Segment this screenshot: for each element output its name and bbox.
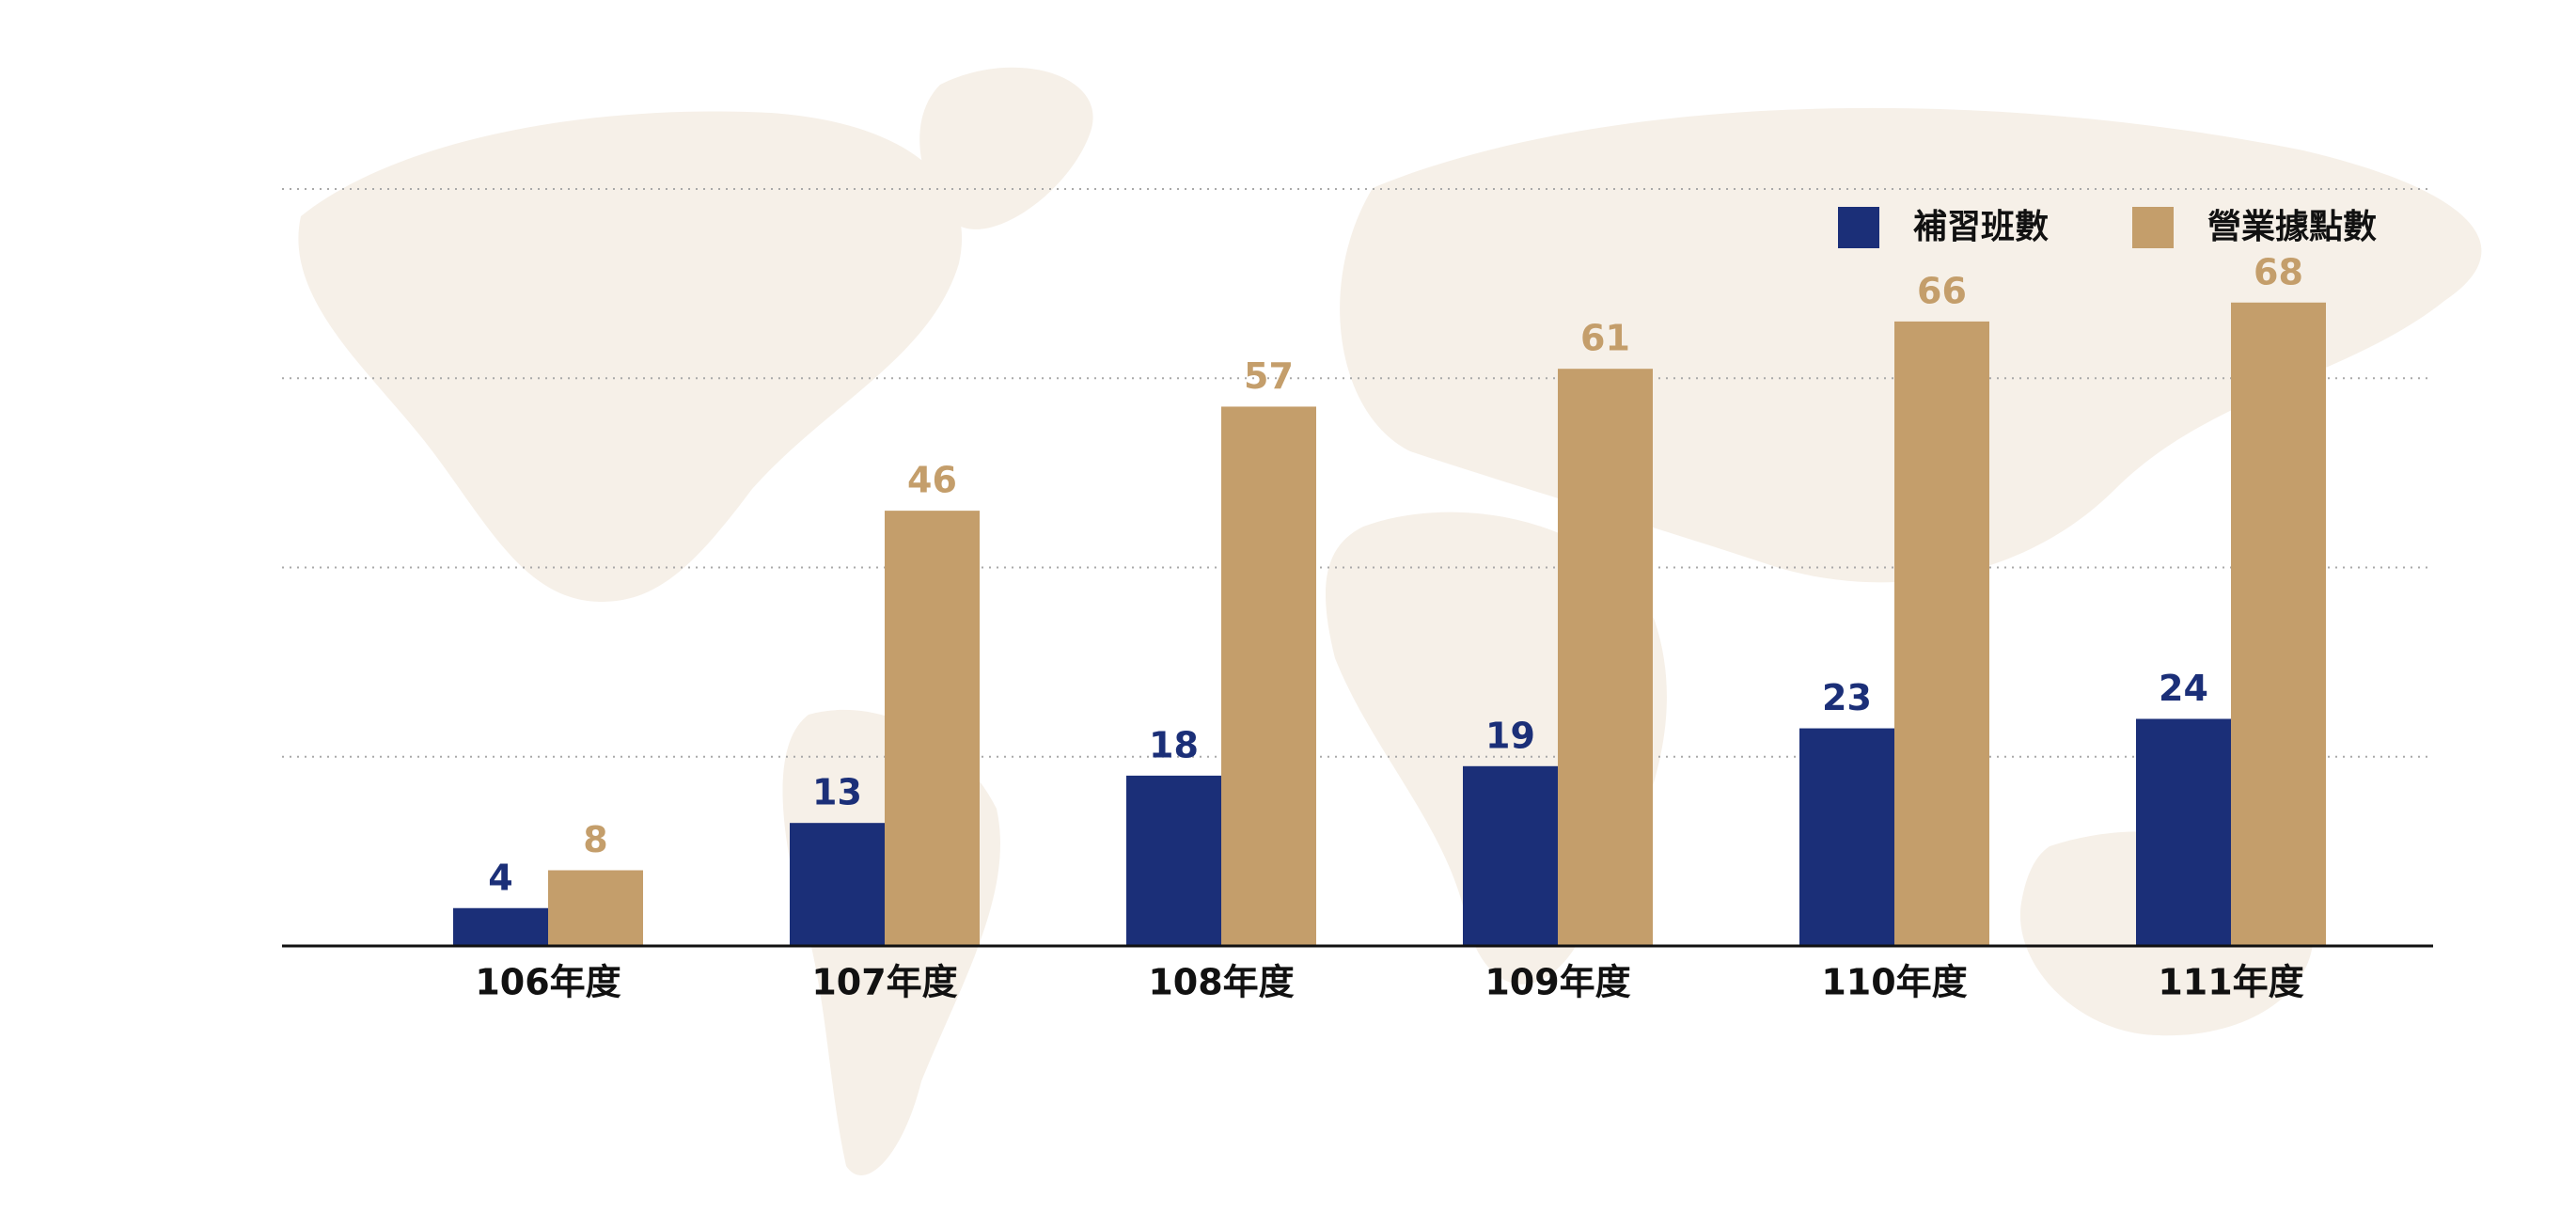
bar — [453, 907, 548, 946]
bar — [548, 870, 643, 946]
bar — [2136, 718, 2231, 946]
legend-label: 營業據點數 — [2207, 208, 2377, 246]
bar — [1558, 369, 1653, 946]
bar — [1463, 765, 1558, 946]
bar — [2231, 302, 2326, 946]
value-label: 61 — [1580, 318, 1630, 359]
legend-swatch — [2132, 207, 2174, 248]
value-label: 68 — [2254, 251, 2303, 292]
value-label: 18 — [1149, 724, 1199, 765]
value-label: 66 — [1917, 270, 1967, 311]
bar — [1221, 406, 1316, 946]
bar — [1894, 321, 1989, 946]
bar — [885, 511, 980, 946]
value-label: 57 — [1244, 355, 1294, 397]
x-tick-label: 107年度 — [811, 962, 957, 1003]
value-label: 24 — [2159, 668, 2208, 709]
bar — [1799, 728, 1894, 946]
value-label: 4 — [488, 857, 512, 898]
value-label: 46 — [907, 460, 957, 501]
bar — [790, 823, 885, 946]
x-tick-label: 111年度 — [2158, 962, 2303, 1003]
value-label: 8 — [583, 819, 607, 860]
value-label: 19 — [1485, 715, 1535, 756]
x-tick-label: 108年度 — [1148, 962, 1294, 1003]
bar — [1126, 775, 1221, 946]
x-tick-label: 109年度 — [1484, 962, 1630, 1003]
x-tick-label: 106年度 — [475, 962, 620, 1003]
x-tick-label: 110年度 — [1821, 962, 1967, 1003]
value-label: 13 — [812, 772, 862, 813]
value-label: 23 — [1822, 677, 1872, 718]
legend-swatch — [1838, 207, 1879, 248]
legend-label: 補習班數 — [1913, 208, 2049, 246]
